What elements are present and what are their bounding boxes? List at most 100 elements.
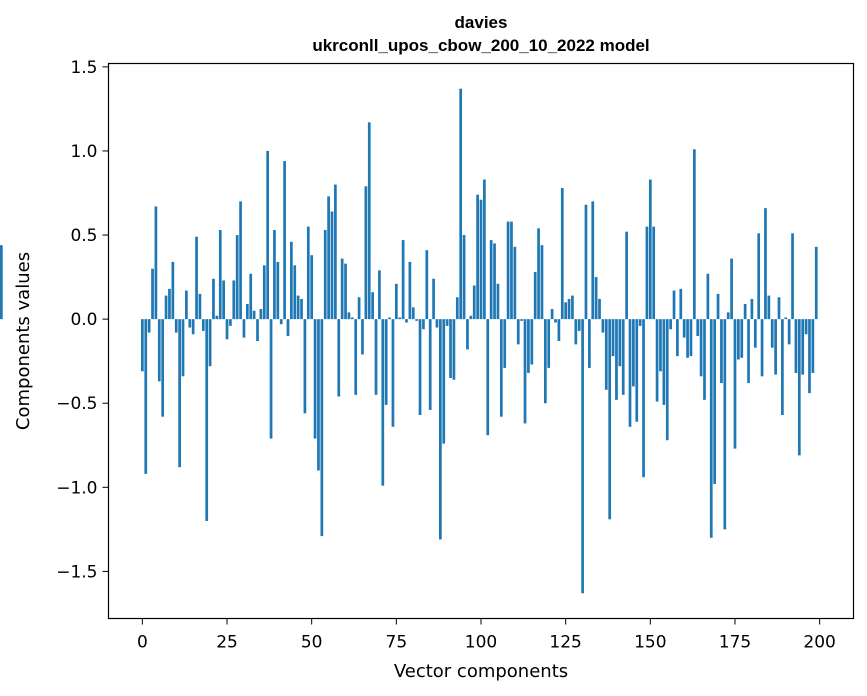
bar-110	[513, 246, 517, 320]
bar-113	[523, 319, 527, 424]
bar-146	[635, 319, 639, 422]
bar-13	[185, 290, 188, 320]
bar-133	[591, 201, 595, 320]
bar-31	[245, 304, 249, 320]
x-tick-label: 200	[803, 633, 835, 653]
bar-134	[594, 277, 598, 320]
bar-6	[161, 319, 165, 417]
x-tick-label: 50	[301, 633, 323, 653]
x-tick-label: 100	[465, 633, 497, 653]
bar-175	[733, 319, 737, 449]
bar-138	[608, 319, 612, 520]
bar-108	[506, 221, 510, 320]
bar-102	[486, 319, 490, 436]
bar-166	[703, 319, 706, 400]
bar-123	[557, 319, 561, 341]
bar-171	[720, 319, 723, 384]
bar-105	[496, 283, 500, 320]
bar-167	[706, 273, 710, 320]
bar-111	[516, 319, 520, 345]
bar-129	[577, 319, 581, 331]
bar-83	[422, 319, 425, 330]
y-axis-ticks: −1.5 −1.0 −0.5 0.0 0.5 1.0 1.5	[56, 58, 109, 582]
bar-100	[479, 199, 483, 320]
bar-9	[171, 261, 175, 320]
bar-84	[425, 250, 429, 320]
bar-130	[581, 319, 584, 594]
bar-45	[293, 265, 297, 320]
bar-193	[794, 319, 798, 373]
bar-27	[232, 280, 236, 320]
bar-122	[554, 319, 557, 323]
bar-24	[222, 280, 225, 320]
bar-161	[686, 319, 689, 358]
bar-40	[276, 261, 280, 320]
bar-116	[533, 272, 537, 320]
bar-56	[330, 211, 334, 320]
bar-79	[408, 261, 412, 320]
bar-91	[449, 319, 452, 378]
bar-109	[510, 221, 513, 320]
bar-144	[628, 319, 632, 427]
bar-76	[398, 317, 402, 320]
bar-176	[737, 319, 740, 360]
y-tick-label: −1.0	[56, 478, 97, 498]
bar-179	[747, 319, 750, 384]
chart-subtitle: ukrconll_upos_cbow_200_10_2022 model	[312, 36, 649, 55]
bar-107	[503, 319, 507, 368]
plot-frame	[107, 62, 855, 620]
bar-117	[537, 228, 540, 320]
bar-185	[767, 295, 771, 320]
bar-52	[317, 319, 320, 471]
bar-181	[753, 319, 757, 348]
bar-22	[215, 315, 219, 320]
bar-88	[439, 319, 442, 540]
bar-143	[625, 231, 628, 320]
bar-48	[303, 319, 307, 414]
bar-106	[499, 319, 503, 417]
bar-54	[323, 230, 327, 320]
bar-58	[337, 319, 341, 397]
bar-10	[174, 319, 178, 333]
bar-141	[618, 319, 622, 367]
bar-89	[442, 319, 446, 444]
bar-157	[672, 290, 676, 320]
bar-162	[689, 319, 693, 357]
bar-98	[472, 285, 476, 320]
bar-59	[340, 258, 344, 320]
bar-80	[411, 307, 415, 320]
bar-63	[354, 319, 358, 395]
bar-136	[601, 319, 605, 333]
bar-17	[198, 293, 202, 320]
bar-155	[665, 319, 669, 441]
bar-12	[181, 319, 185, 377]
bar-195	[801, 319, 805, 375]
bar-15	[191, 319, 195, 335]
bar-177	[740, 319, 744, 358]
bar-96	[466, 319, 469, 350]
bar-47	[300, 298, 303, 320]
bar-37	[266, 150, 270, 320]
bar-119	[543, 319, 547, 404]
bar-35	[259, 309, 263, 320]
bar-71	[381, 319, 385, 486]
bar-118	[540, 245, 544, 320]
bar-53	[320, 319, 324, 537]
bar-97	[469, 315, 473, 320]
bar-undefined	[0, 245, 3, 320]
bar-199	[814, 246, 818, 320]
bar-156	[669, 319, 672, 330]
bar-38	[269, 319, 273, 439]
bar-187	[774, 319, 777, 375]
bar-29	[239, 201, 242, 320]
bar-93	[455, 297, 459, 320]
bar-170	[716, 293, 720, 320]
bar-55	[327, 196, 330, 320]
bar-145	[632, 319, 635, 387]
bar-188	[777, 297, 781, 320]
bar-33	[252, 310, 256, 320]
bar-186	[770, 319, 774, 348]
bar-62	[350, 317, 354, 320]
bar-128	[574, 319, 578, 345]
bar-26	[229, 319, 232, 326]
